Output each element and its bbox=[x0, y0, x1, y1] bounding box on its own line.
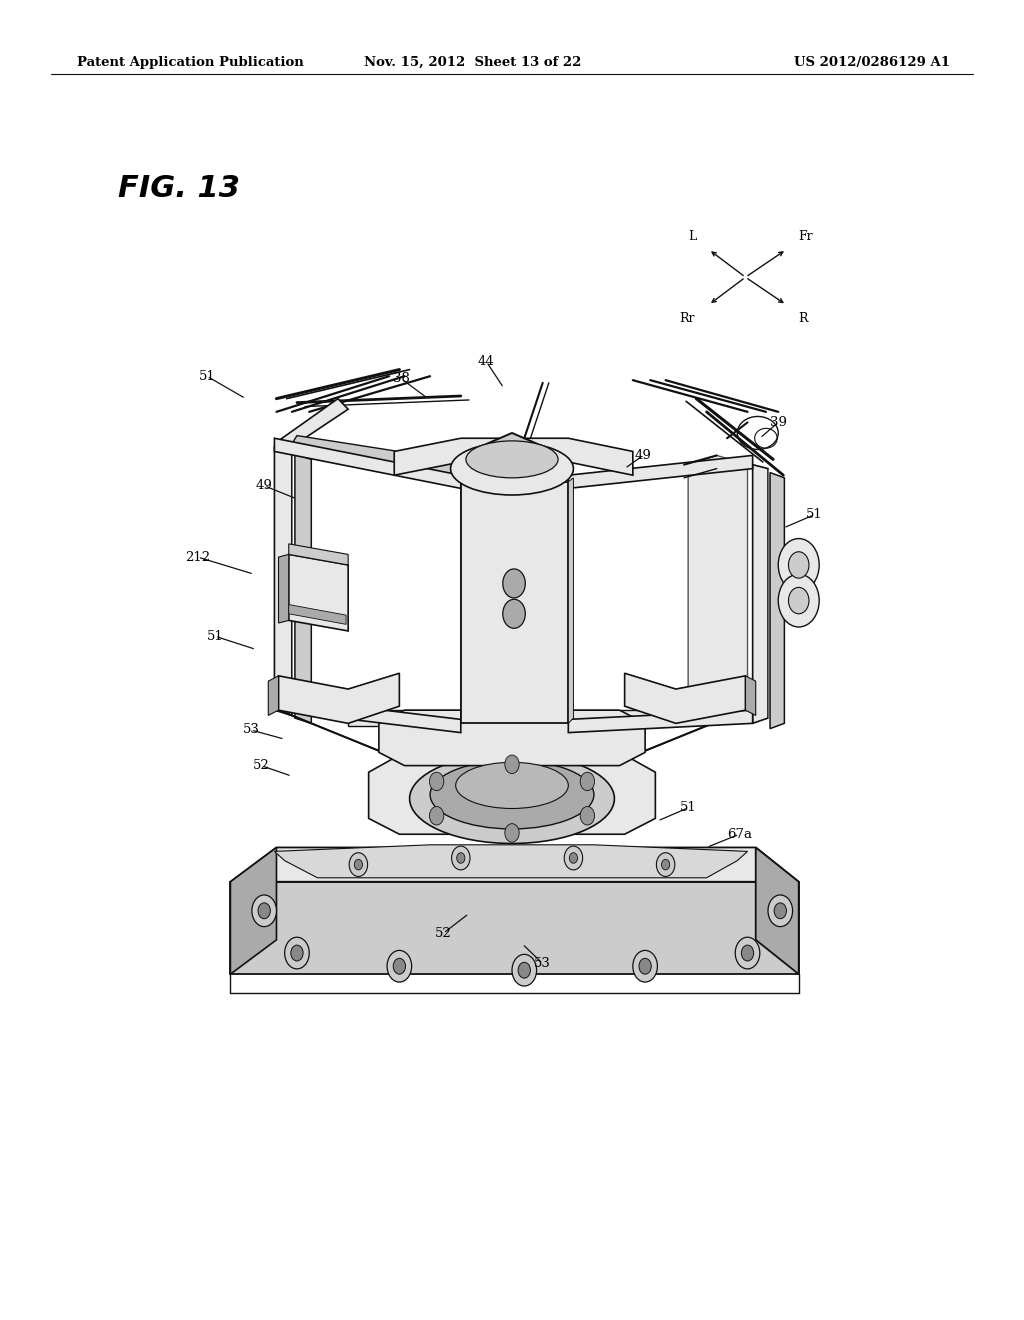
Polygon shape bbox=[289, 544, 348, 565]
Text: 212: 212 bbox=[185, 550, 210, 564]
Polygon shape bbox=[230, 882, 799, 974]
Circle shape bbox=[741, 945, 754, 961]
Polygon shape bbox=[568, 455, 753, 488]
Circle shape bbox=[778, 539, 819, 591]
Text: L: L bbox=[688, 230, 696, 243]
Polygon shape bbox=[279, 554, 289, 623]
Circle shape bbox=[387, 950, 412, 982]
Circle shape bbox=[581, 772, 595, 791]
Polygon shape bbox=[289, 554, 348, 631]
Circle shape bbox=[768, 895, 793, 927]
Circle shape bbox=[429, 807, 443, 825]
Circle shape bbox=[788, 587, 809, 614]
Polygon shape bbox=[295, 454, 311, 723]
Circle shape bbox=[633, 950, 657, 982]
Circle shape bbox=[512, 954, 537, 986]
Polygon shape bbox=[274, 845, 748, 878]
Circle shape bbox=[457, 853, 465, 863]
Text: 51: 51 bbox=[207, 630, 223, 643]
Circle shape bbox=[258, 903, 270, 919]
Circle shape bbox=[639, 958, 651, 974]
Polygon shape bbox=[274, 697, 461, 733]
Polygon shape bbox=[461, 482, 568, 723]
Ellipse shape bbox=[430, 760, 594, 829]
Polygon shape bbox=[461, 469, 486, 723]
Text: Patent Application Publication: Patent Application Publication bbox=[77, 55, 303, 69]
Polygon shape bbox=[753, 465, 768, 723]
Circle shape bbox=[354, 859, 362, 870]
Text: 52: 52 bbox=[435, 927, 452, 940]
Circle shape bbox=[505, 824, 519, 842]
Text: 53: 53 bbox=[243, 723, 259, 737]
Text: US 2012/0286129 A1: US 2012/0286129 A1 bbox=[795, 55, 950, 69]
Polygon shape bbox=[770, 473, 784, 729]
Circle shape bbox=[503, 599, 525, 628]
Circle shape bbox=[452, 846, 470, 870]
Polygon shape bbox=[568, 710, 753, 733]
Text: 49: 49 bbox=[635, 449, 651, 462]
Text: 51: 51 bbox=[199, 370, 215, 383]
Text: 39: 39 bbox=[770, 416, 786, 429]
Circle shape bbox=[429, 772, 443, 791]
Text: 52: 52 bbox=[253, 759, 269, 772]
Text: 51: 51 bbox=[806, 508, 822, 521]
Text: R: R bbox=[798, 312, 808, 325]
Polygon shape bbox=[756, 847, 799, 974]
Text: Rr: Rr bbox=[679, 312, 695, 325]
Circle shape bbox=[774, 903, 786, 919]
Circle shape bbox=[252, 895, 276, 927]
Polygon shape bbox=[274, 446, 292, 715]
Circle shape bbox=[569, 853, 578, 863]
Polygon shape bbox=[230, 847, 276, 974]
Polygon shape bbox=[348, 710, 676, 726]
Polygon shape bbox=[268, 676, 279, 715]
Ellipse shape bbox=[410, 754, 614, 843]
Polygon shape bbox=[279, 673, 399, 723]
Text: 44: 44 bbox=[478, 355, 495, 368]
Polygon shape bbox=[379, 710, 645, 766]
Circle shape bbox=[291, 945, 303, 961]
Circle shape bbox=[285, 937, 309, 969]
Circle shape bbox=[518, 962, 530, 978]
Circle shape bbox=[788, 552, 809, 578]
Polygon shape bbox=[230, 847, 799, 882]
Text: 51: 51 bbox=[680, 801, 696, 814]
Text: 49: 49 bbox=[256, 479, 272, 492]
Text: Fr: Fr bbox=[799, 230, 813, 243]
Ellipse shape bbox=[451, 442, 573, 495]
Polygon shape bbox=[369, 755, 655, 834]
Ellipse shape bbox=[456, 762, 568, 808]
Circle shape bbox=[503, 569, 525, 598]
Text: 67a: 67a bbox=[727, 828, 752, 841]
Text: 38: 38 bbox=[393, 372, 410, 385]
Circle shape bbox=[505, 755, 519, 774]
Polygon shape bbox=[289, 605, 346, 624]
Circle shape bbox=[656, 853, 675, 876]
Polygon shape bbox=[289, 436, 466, 475]
Circle shape bbox=[349, 853, 368, 876]
Text: Nov. 15, 2012  Sheet 13 of 22: Nov. 15, 2012 Sheet 13 of 22 bbox=[365, 55, 582, 69]
Circle shape bbox=[581, 807, 595, 825]
Circle shape bbox=[662, 859, 670, 870]
Circle shape bbox=[735, 937, 760, 969]
Polygon shape bbox=[568, 478, 573, 723]
Circle shape bbox=[564, 846, 583, 870]
Circle shape bbox=[393, 958, 406, 974]
Circle shape bbox=[778, 574, 819, 627]
Polygon shape bbox=[276, 399, 348, 449]
Polygon shape bbox=[274, 438, 461, 488]
Text: 53: 53 bbox=[535, 957, 551, 970]
Polygon shape bbox=[625, 673, 745, 723]
Polygon shape bbox=[745, 676, 756, 715]
Text: FIG. 13: FIG. 13 bbox=[118, 174, 240, 203]
Polygon shape bbox=[478, 433, 546, 491]
Ellipse shape bbox=[466, 441, 558, 478]
Polygon shape bbox=[688, 455, 748, 723]
Polygon shape bbox=[394, 438, 633, 475]
